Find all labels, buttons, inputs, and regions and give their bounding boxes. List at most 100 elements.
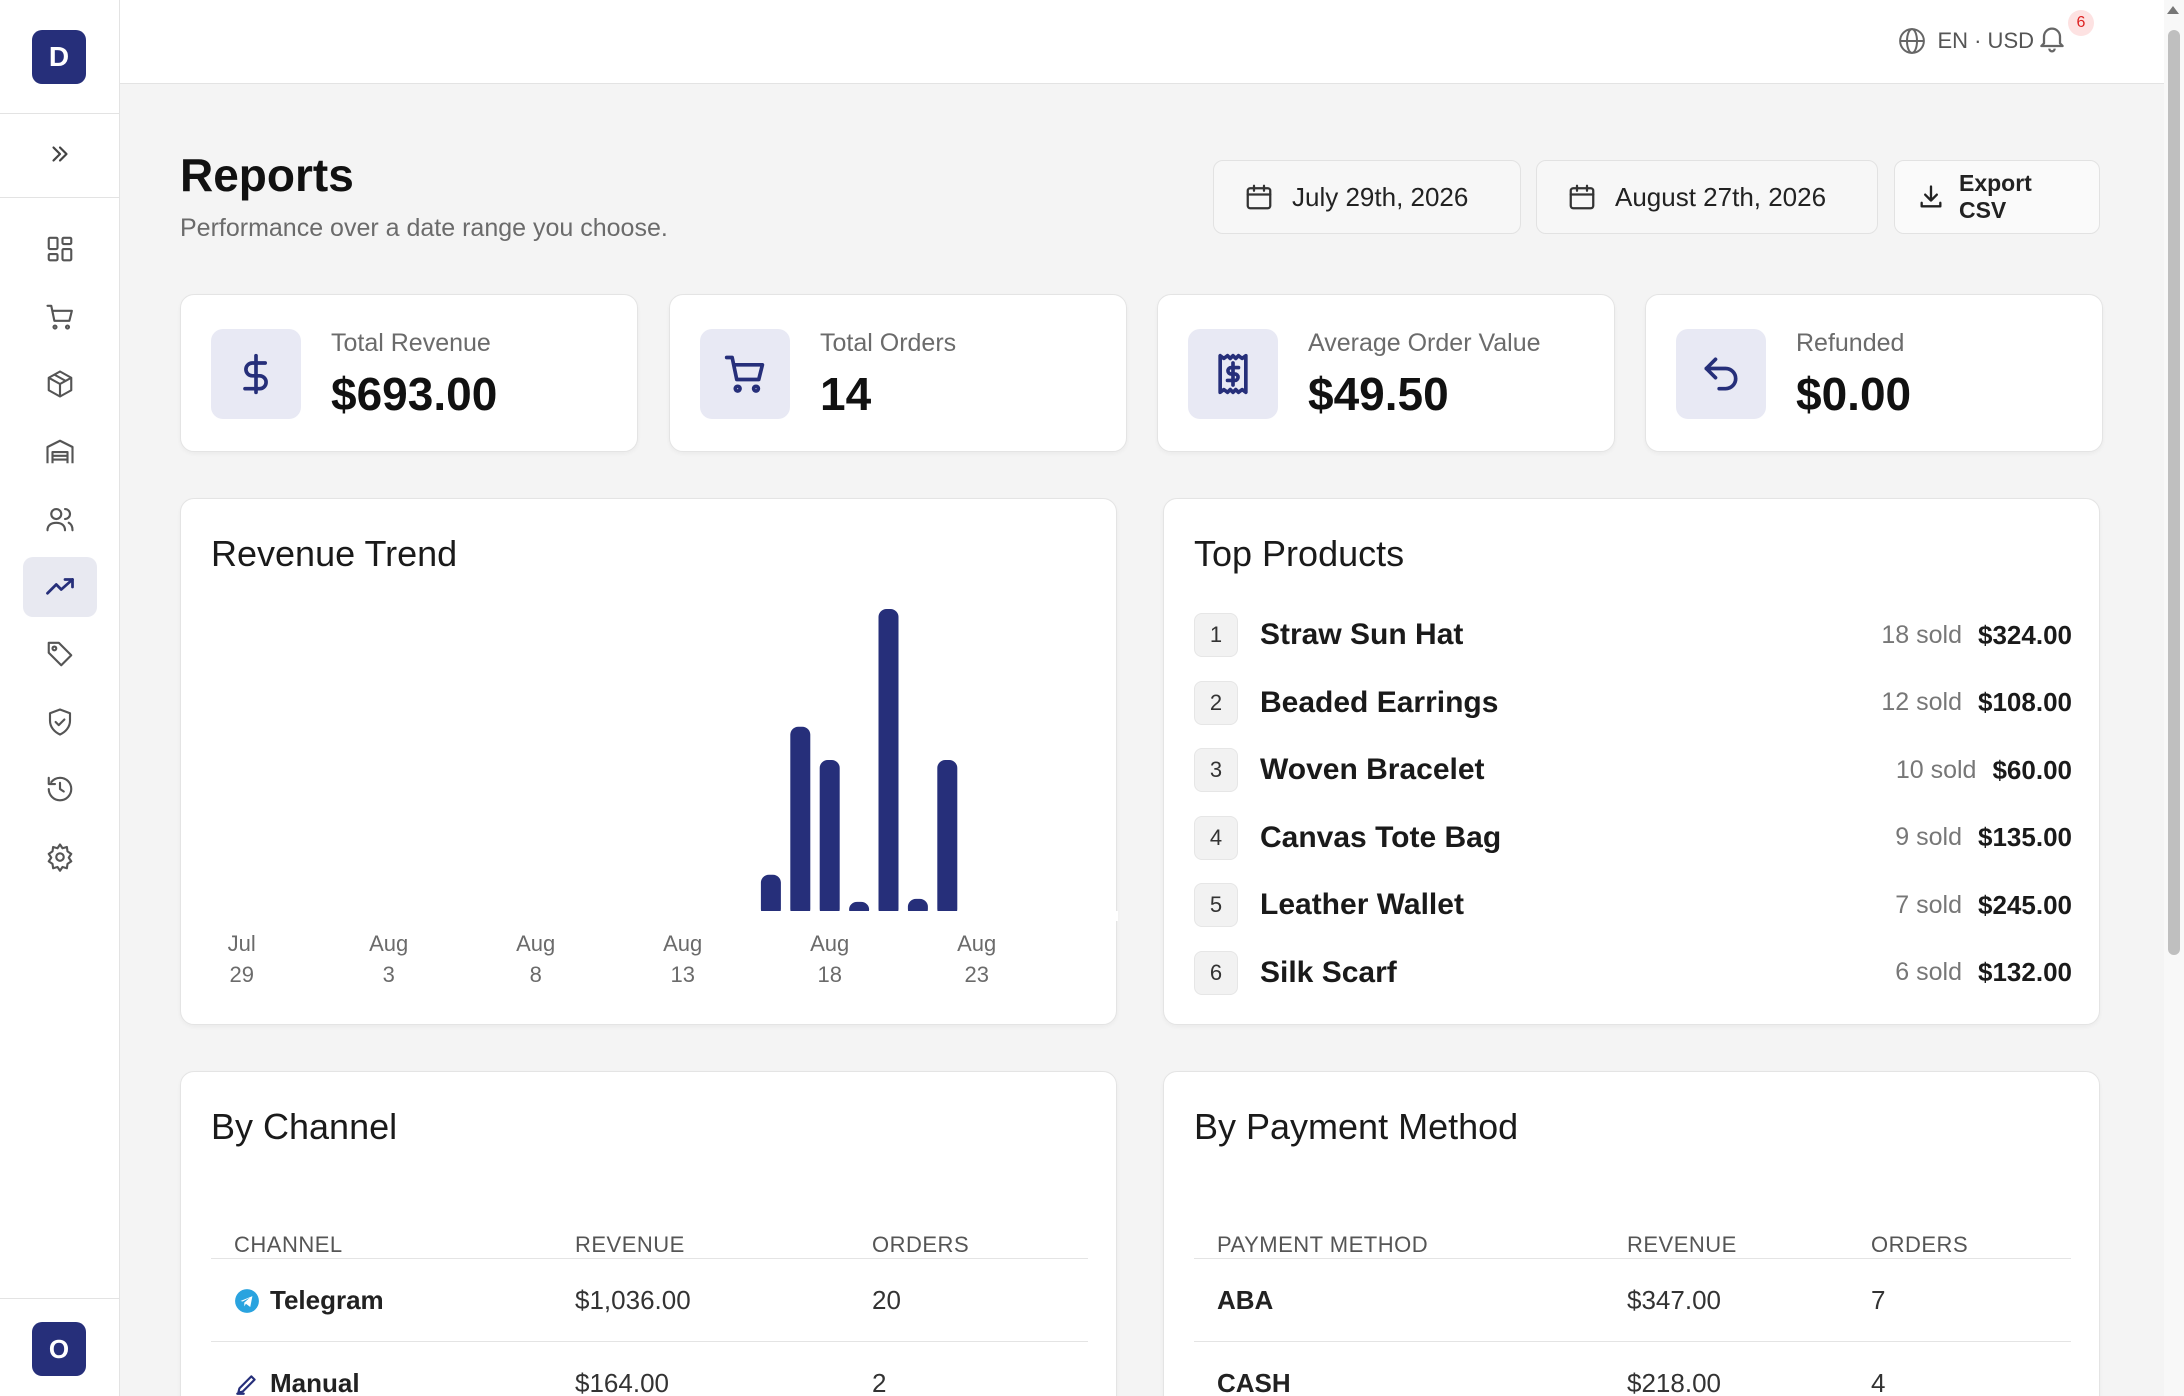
product-sold-count: 7 sold: [1895, 890, 1963, 919]
stat-card-refunded: Refunded $0.00: [1645, 294, 2103, 452]
notifications-button[interactable]: [2036, 22, 2076, 62]
box-icon: [47, 370, 73, 398]
product-name: Straw Sun Hat: [1260, 618, 1464, 651]
page-subtitle: Performance over a date range you choose…: [180, 214, 668, 242]
table-divider: [1194, 1341, 2071, 1342]
column-header: ORDERS: [872, 1232, 970, 1257]
cart-icon: [46, 304, 73, 330]
table-cell-channel: Manual: [234, 1368, 360, 1396]
top-product-row: 3 Woven Bracelet 10 sold $60.00: [1194, 746, 2072, 794]
stat-card-average-order-value: Average Order Value $49.50: [1157, 294, 1615, 452]
product-name: Beaded Earrings: [1260, 685, 1499, 719]
table-cell-orders: 4: [1871, 1368, 1886, 1396]
stat-value: $49.50: [1308, 368, 1449, 420]
by-channel-panel: By Channel CHANNEL REVENUE ORDERS Telegr…: [180, 1071, 1117, 1396]
stat-card-total-revenue: Total Revenue $693.00: [180, 294, 638, 452]
stat-label: Total Revenue: [331, 329, 491, 357]
table-divider: [1194, 1258, 2071, 1259]
globe-icon: [1899, 28, 1926, 54]
x-tick-day: 3: [383, 962, 395, 987]
top-product-row: 2 Beaded Earrings 12 sold $108.00: [1194, 679, 2072, 727]
table-cell-orders: 20: [872, 1285, 901, 1315]
top-product-row: 4 Canvas Tote Bag 9 sold $135.00: [1194, 814, 2072, 862]
top-products-panel: Top Products 1 Straw Sun Hat 18 sold $324.0…: [1163, 498, 2100, 1025]
top-product-row: 6 Silk Scarf 6 sold $132.00: [1194, 949, 2072, 997]
column-header: ORDERS: [1871, 1232, 1969, 1257]
tag-icon: [47, 641, 73, 667]
product-rank: 2: [1194, 680, 1238, 725]
dollar-icon: [243, 353, 268, 395]
chart-bar[interactable]: [819, 760, 840, 917]
column-header: REVENUE: [575, 1232, 685, 1257]
stat-label: Refunded: [1796, 329, 1905, 357]
product-rank: 6: [1194, 950, 1238, 995]
undo-icon: [1704, 357, 1738, 391]
telegram-icon: [235, 1288, 259, 1313]
shield-check-icon: [48, 708, 72, 736]
sidebar-divider: [0, 197, 120, 198]
stat-icon-box: [1188, 329, 1278, 419]
stat-label: Total Orders: [820, 329, 957, 357]
table-cell-orders: 2: [872, 1368, 887, 1396]
expand-sidebar-button[interactable]: [40, 136, 80, 172]
product-rank: 4: [1194, 815, 1238, 860]
channel-name: Telegram: [270, 1285, 384, 1315]
sidebar-item-inventory[interactable]: [23, 422, 97, 482]
sidebar-item-history[interactable]: [23, 759, 97, 819]
chart-bar[interactable]: [790, 726, 811, 917]
start-date-label: July 29th, 2026: [1292, 181, 1469, 212]
by-channel-title: By Channel: [211, 1106, 398, 1147]
scroll-up-arrow[interactable]: [2167, 6, 2179, 14]
end-date-picker[interactable]: August 27th, 2026: [1536, 160, 1878, 234]
sidebar-item-dashboard[interactable]: [23, 219, 97, 279]
x-tick-month: Jul: [228, 931, 256, 956]
by-payment-method-title: By Payment Method: [1194, 1106, 1519, 1147]
x-tick-day: 18: [817, 962, 841, 987]
locale-selector[interactable]: EN · USD: [1897, 26, 2034, 56]
table-cell-orders: 7: [1871, 1285, 1886, 1315]
product-revenue: $132.00: [1978, 957, 2072, 987]
x-tick-day: 13: [670, 962, 694, 987]
scrollbar-thumb[interactable]: [2168, 30, 2180, 955]
sidebar-item-discounts[interactable]: [23, 624, 97, 684]
start-date-picker[interactable]: July 29th, 2026: [1213, 160, 1521, 234]
chart-bar[interactable]: [760, 874, 781, 917]
app-logo[interactable]: D: [32, 30, 86, 84]
calendar-icon: [1569, 184, 1595, 210]
user-avatar[interactable]: O: [32, 1322, 86, 1376]
stat-icon-box: [700, 329, 790, 419]
trending-up-icon: [46, 578, 74, 595]
revenue-trend-chart: Jul 29 Aug 3 Aug 8 Aug 13 Aug 18 Aug 23: [181, 609, 1118, 987]
top-bar: EN · USD 6: [120, 0, 2164, 84]
page-scrollbar[interactable]: [2164, 0, 2184, 1396]
stat-icon-box: [211, 329, 301, 419]
column-header: REVENUE: [1627, 1232, 1737, 1257]
product-sold-count: 18 sold: [1881, 620, 1963, 649]
cart-icon: [724, 355, 765, 393]
top-products-title: Top Products: [1194, 533, 1405, 574]
revenue-trend-title: Revenue Trend: [211, 533, 458, 574]
chart-bar[interactable]: [878, 609, 899, 917]
chart-bar[interactable]: [937, 760, 958, 917]
channel-name: Manual: [270, 1368, 360, 1396]
sidebar-item-customers[interactable]: [23, 489, 97, 549]
product-rank: 5: [1194, 883, 1238, 927]
x-tick-day: 23: [964, 962, 988, 987]
sidebar-item-products[interactable]: [23, 354, 97, 414]
table-cell-channel: Telegram: [234, 1285, 384, 1316]
sidebar-item-security[interactable]: [23, 692, 97, 752]
export-csv-button[interactable]: Export CSV: [1894, 160, 2100, 234]
table-cell-revenue: $164.00: [575, 1368, 669, 1396]
sidebar-item-settings[interactable]: [23, 827, 97, 887]
sidebar-item-reports[interactable]: [23, 557, 97, 617]
sidebar-item-orders[interactable]: [23, 287, 97, 347]
product-sold-count: 6 sold: [1895, 958, 1963, 986]
table-cell-method: ABA: [1217, 1285, 1274, 1315]
download-icon: [1920, 185, 1942, 208]
x-tick-month: Aug: [810, 931, 849, 956]
table-cell-revenue: $218.00: [1627, 1368, 1721, 1396]
stat-value: 14: [820, 368, 872, 420]
x-tick-day: 8: [530, 962, 542, 987]
product-revenue: $60.00: [1992, 754, 2072, 785]
column-header: PAYMENT METHOD: [1217, 1232, 1429, 1257]
